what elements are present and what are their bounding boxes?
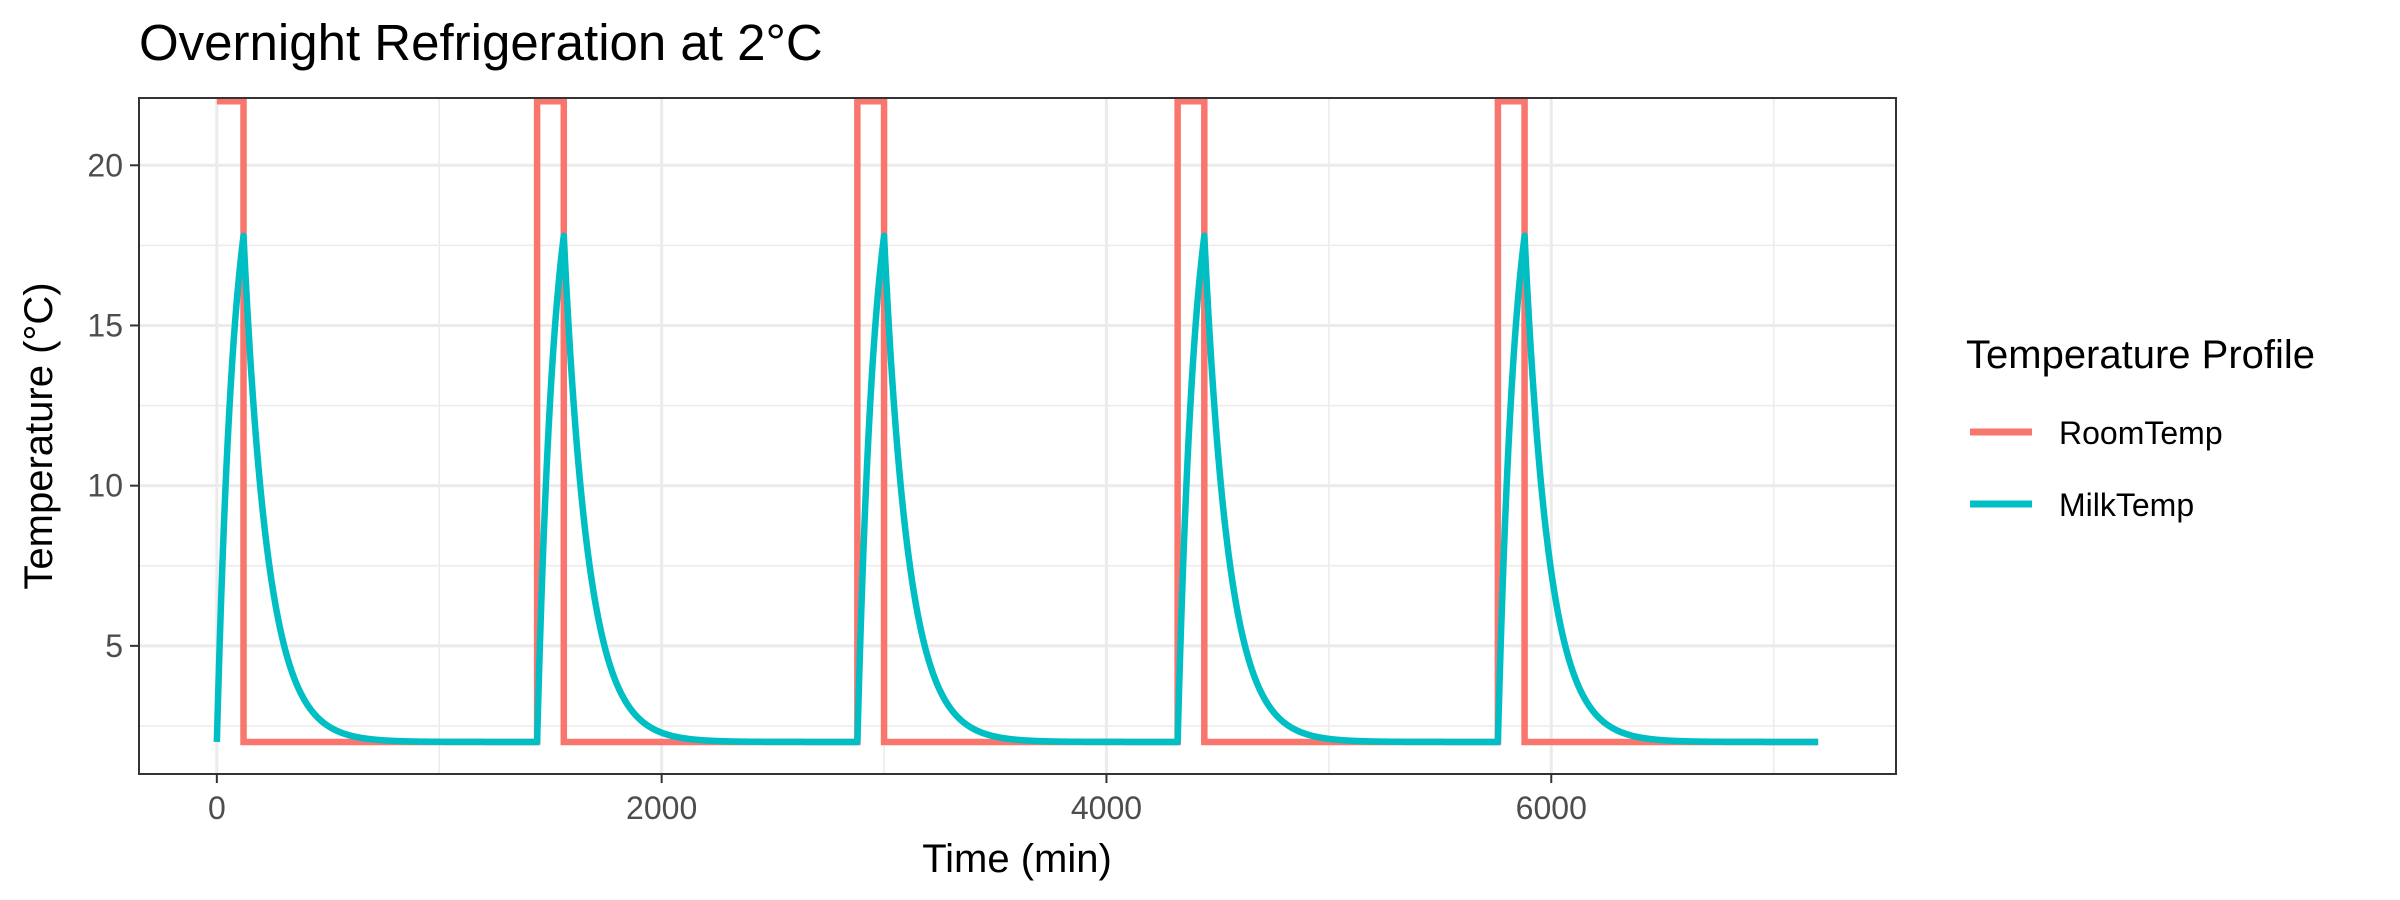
legend-title: Temperature Profile	[1966, 333, 2315, 377]
x-axis: 0 2000 4000 6000	[208, 774, 1587, 826]
y-tick-label: 20	[87, 147, 123, 183]
series-line-milktemp	[213, 232, 1821, 746]
y-axis-title: Temperature (°C)	[17, 282, 61, 589]
series-layer	[213, 97, 1821, 746]
y-axis: 5 10 15 20	[87, 147, 139, 664]
x-tick-label: 2000	[626, 790, 697, 826]
plot-border	[138, 97, 1897, 775]
y-tick-label: 15	[87, 307, 123, 343]
x-tick-label: 6000	[1516, 790, 1587, 826]
plot-background	[139, 98, 1896, 774]
y-tick-label: 10	[87, 468, 123, 504]
legend-label-roomtemp: RoomTemp	[2059, 415, 2223, 451]
grid-major	[139, 98, 1896, 774]
legend-label-milktemp: MilkTemp	[2059, 487, 2194, 523]
y-tick-label: 5	[105, 628, 123, 664]
x-tick-label: 4000	[1071, 790, 1142, 826]
x-tick-label: 0	[208, 790, 226, 826]
legend: Temperature Profile RoomTemp MilkTemp	[1966, 333, 2315, 523]
chart-title: Overnight Refrigeration at 2°C	[139, 14, 823, 71]
x-axis-title: Time (min)	[922, 837, 1112, 881]
